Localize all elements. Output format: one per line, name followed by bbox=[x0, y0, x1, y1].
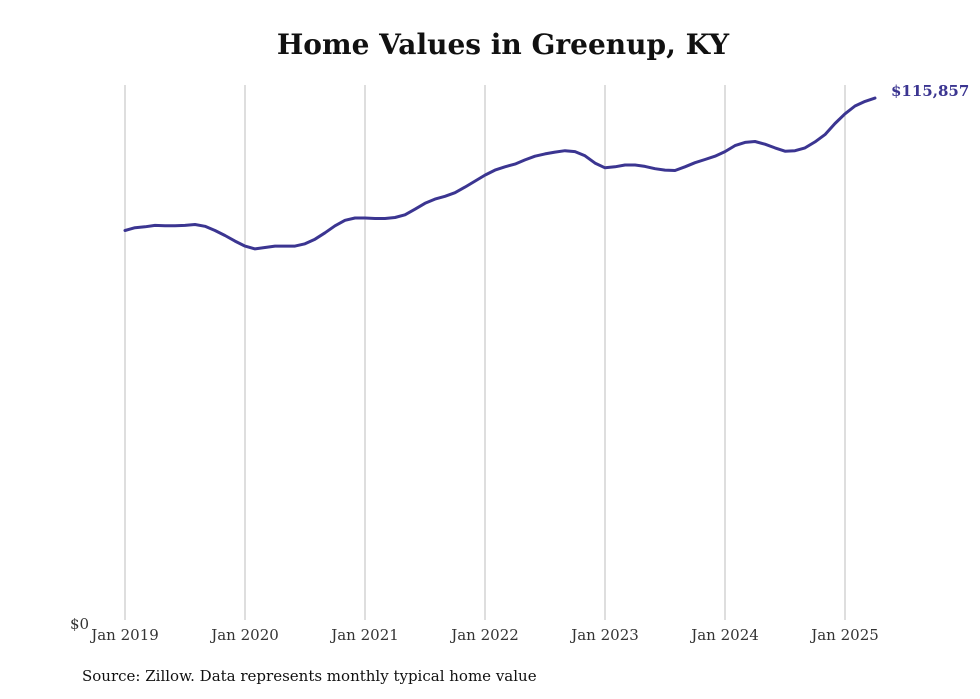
latest-value-label: $115,857 bbox=[891, 82, 969, 100]
y-axis-tick-labels: $0 bbox=[70, 615, 89, 633]
x-tick-label: Jan 2019 bbox=[89, 626, 159, 644]
source-note: Source: Zillow. Data represents monthly … bbox=[82, 667, 537, 685]
x-tick-label: Jan 2023 bbox=[569, 626, 639, 644]
y-tick-label: $0 bbox=[70, 615, 89, 633]
vertical-gridlines bbox=[124, 85, 846, 620]
x-tick-label: Jan 2020 bbox=[209, 626, 279, 644]
x-axis-tick-labels: Jan 2019 Jan 2020 Jan 2021 Jan 2022 Jan 2023… bbox=[89, 626, 879, 644]
x-tick-label: Jan 2024 bbox=[689, 626, 759, 644]
x-tick-label: Jan 2025 bbox=[809, 626, 879, 644]
x-tick-label: Jan 2022 bbox=[449, 626, 519, 644]
x-tick-label: Jan 2021 bbox=[329, 626, 399, 644]
home-value-series-line bbox=[123, 96, 877, 251]
chart-title: Home Values in Greenup, KY bbox=[276, 28, 730, 61]
